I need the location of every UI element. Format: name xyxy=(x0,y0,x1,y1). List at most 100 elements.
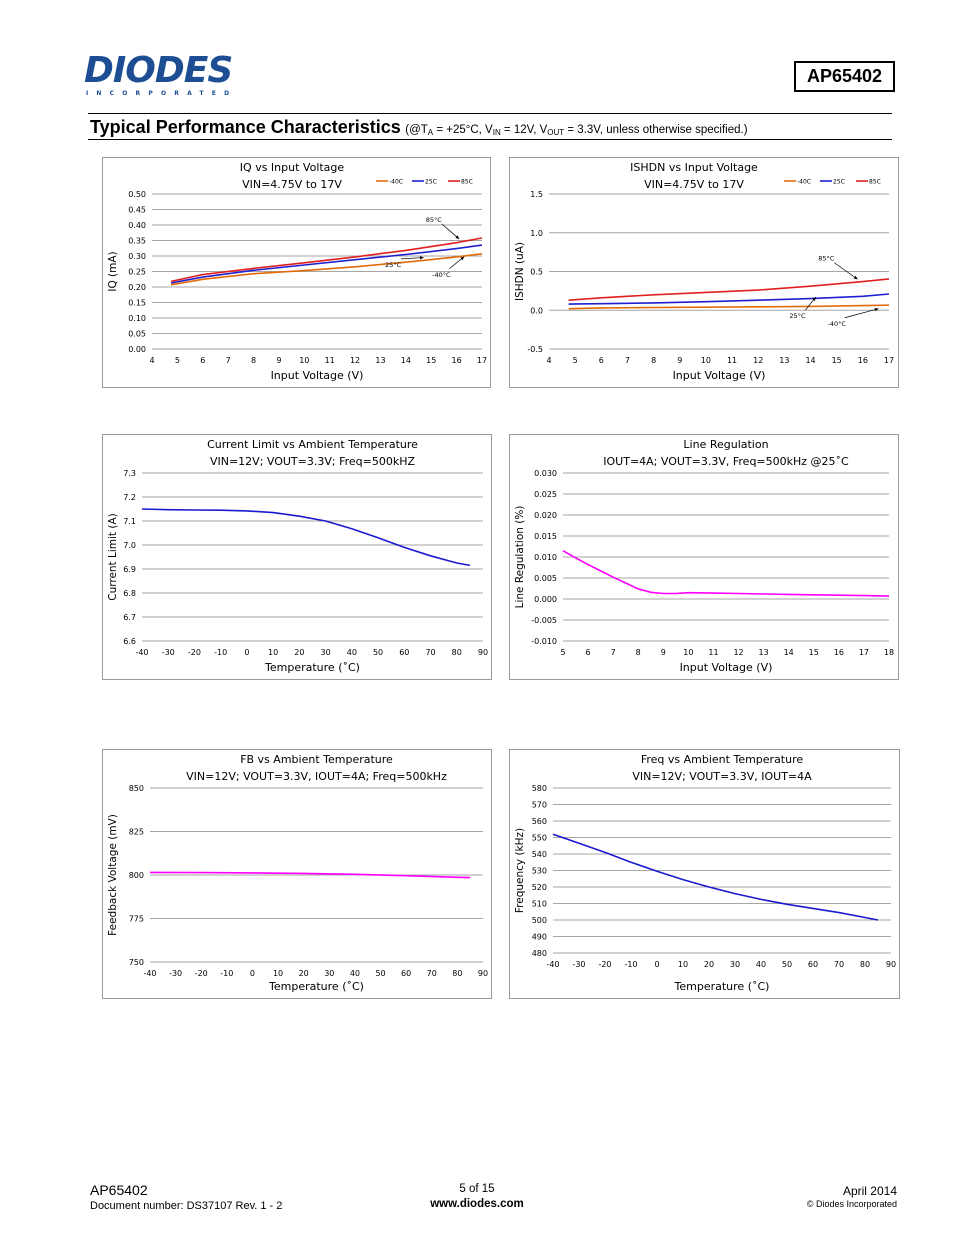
x-tick-label: 16 xyxy=(858,356,868,365)
annotation-arrowhead xyxy=(455,235,460,239)
x-axis-label: Temperature (˚C) xyxy=(674,980,770,993)
y-tick-label: 520 xyxy=(532,883,547,892)
chart-title: Line Regulation xyxy=(683,438,768,451)
x-tick-label: -20 xyxy=(188,648,201,657)
chart-subtitle: VIN=12V; VOUT=3.3V; Freq=500kHZ xyxy=(210,455,416,468)
y-tick-label: 0.030 xyxy=(534,469,557,478)
series-line-85c xyxy=(568,278,890,301)
y-tick-label: 490 xyxy=(532,933,547,942)
x-tick-label: 0 xyxy=(250,969,255,978)
annotation-label: 85°C xyxy=(818,255,835,263)
annotation-label: 25°C xyxy=(385,261,402,269)
x-tick-label: -40 xyxy=(546,960,559,969)
x-tick-label: 13 xyxy=(779,356,789,365)
chart-ishdn-vs-input-voltage: ISHDN vs Input Voltage VIN=4.75V to 17V -0… xyxy=(509,157,899,388)
y-tick-label: 6.6 xyxy=(123,637,136,646)
y-tick-label: 0.15 xyxy=(128,299,146,308)
x-tick-label: 20 xyxy=(299,969,309,978)
x-tick-label: -30 xyxy=(572,960,585,969)
y-tick-label: 7.1 xyxy=(123,517,136,526)
chart-current-limit-vs-temperature: Current Limit vs Ambient Temperature VIN=… xyxy=(102,434,492,680)
x-tick-label: 7 xyxy=(226,356,231,365)
x-tick-label: 5 xyxy=(573,356,578,365)
x-tick-label: 60 xyxy=(399,648,409,657)
x-axis-label: Input Voltage (V) xyxy=(680,661,773,674)
y-tick-label: 0.00 xyxy=(128,345,146,354)
x-tick-label: 60 xyxy=(401,969,411,978)
x-tick-label: 11 xyxy=(325,356,335,365)
y-tick-label: 510 xyxy=(532,900,547,909)
chart-title: FB vs Ambient Temperature xyxy=(240,753,393,766)
x-tick-label: 50 xyxy=(373,648,383,657)
x-tick-label: 12 xyxy=(733,648,743,657)
x-tick-label: 9 xyxy=(276,356,281,365)
x-tick-label: -30 xyxy=(169,969,182,978)
x-tick-label: 14 xyxy=(805,356,815,365)
x-tick-label: 30 xyxy=(321,648,331,657)
chart-frame xyxy=(509,157,899,388)
x-tick-label: 16 xyxy=(452,356,462,365)
y-tick-label: 0.5 xyxy=(530,268,543,277)
series-line--40c xyxy=(568,304,890,310)
y-tick-label: 0.50 xyxy=(128,190,146,199)
x-tick-label: 10 xyxy=(299,356,309,365)
x-tick-label: 16 xyxy=(834,648,844,657)
y-tick-label: 0.010 xyxy=(534,553,557,562)
y-tick-label: 500 xyxy=(532,916,547,925)
x-tick-label: 40 xyxy=(756,960,766,969)
legend-label: 25C xyxy=(833,179,845,186)
series-line-25c xyxy=(170,244,483,284)
series-line-main xyxy=(141,508,471,567)
x-tick-label: 8 xyxy=(251,356,256,365)
x-tick-label: 12 xyxy=(350,356,360,365)
y-axis-label: Feedback Voltage (mV) xyxy=(107,814,119,936)
x-tick-label: 0 xyxy=(654,960,659,969)
x-tick-label: -20 xyxy=(598,960,611,969)
y-tick-label: 0.40 xyxy=(128,221,146,230)
y-tick-label: 480 xyxy=(532,949,547,958)
y-tick-label: 750 xyxy=(129,958,144,967)
y-axis-label: IQ (mA) xyxy=(107,251,119,291)
x-tick-label: 90 xyxy=(478,969,488,978)
annotation-arrowhead xyxy=(874,307,879,312)
y-tick-label: 570 xyxy=(532,801,547,810)
annotation-label: 25°C xyxy=(789,312,806,320)
x-tick-label: 50 xyxy=(782,960,792,969)
x-tick-label: 11 xyxy=(727,356,737,365)
annotation-arrow xyxy=(844,308,879,319)
y-tick-label: 0.35 xyxy=(128,237,146,246)
x-axis-label: Input Voltage (V) xyxy=(271,369,364,382)
y-tick-label: 0.015 xyxy=(534,532,557,541)
x-tick-label: 6 xyxy=(599,356,604,365)
chart-subtitle: VIN=12V; VOUT=3.3V, IOUT=4A xyxy=(632,770,812,783)
x-tick-label: 90 xyxy=(886,960,896,969)
legend-label: -40C xyxy=(389,179,403,186)
legend-label: 85C xyxy=(461,179,473,186)
series-line--40c xyxy=(170,253,483,286)
logo-subtext: INCORPORATED xyxy=(86,90,238,97)
y-tick-label: 0.0 xyxy=(530,306,543,315)
y-axis-label: ISHDN (uA) xyxy=(514,242,526,301)
x-tick-label: 17 xyxy=(477,356,487,365)
x-tick-label: 30 xyxy=(730,960,740,969)
annotation-label: -40°C xyxy=(432,271,451,279)
y-tick-label: 540 xyxy=(532,850,547,859)
chart-freq-vs-temperature: Freq vs Ambient Temperature VIN=12V; VOUT… xyxy=(509,749,900,999)
chart-subtitle: VIN=4.75V to 17V xyxy=(644,178,744,191)
y-tick-label: 7.2 xyxy=(123,493,136,502)
x-tick-label: 8 xyxy=(651,356,656,365)
x-tick-label: 60 xyxy=(808,960,818,969)
x-tick-label: 10 xyxy=(268,648,278,657)
footer-website-link[interactable]: www.diodes.com xyxy=(430,1198,524,1210)
y-tick-label: 580 xyxy=(532,784,547,793)
y-tick-label: -0.5 xyxy=(527,345,543,354)
x-tick-label: 17 xyxy=(859,648,869,657)
x-tick-label: 8 xyxy=(636,648,641,657)
annotation-label: 85°C xyxy=(426,216,443,224)
y-tick-label: -0.010 xyxy=(531,637,557,646)
x-tick-label: -20 xyxy=(195,969,208,978)
annotation-arrowhead xyxy=(460,256,465,261)
y-tick-label: 0.25 xyxy=(128,268,146,277)
x-tick-label: -40 xyxy=(143,969,156,978)
legend-label: 85C xyxy=(869,179,881,186)
